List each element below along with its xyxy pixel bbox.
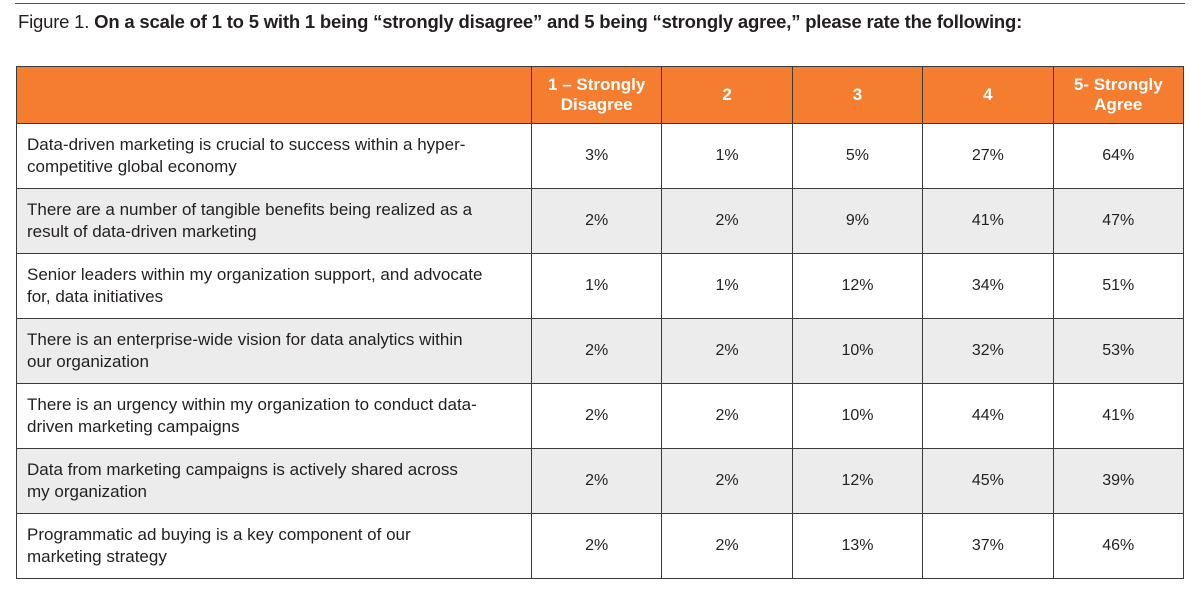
value-cell-rating-2: 2% bbox=[661, 383, 793, 449]
table-row: Data from marketing campaigns is activel… bbox=[16, 448, 1184, 514]
value-cell-rating-1: 2% bbox=[530, 383, 663, 449]
header-cell-2: 2 bbox=[661, 66, 793, 124]
table-body: Data-driven marketing is crucial to succ… bbox=[16, 123, 1184, 579]
header-line: 3 bbox=[852, 85, 863, 104]
header-line: 2 bbox=[722, 85, 732, 104]
value-cell-rating-5: 51% bbox=[1052, 253, 1184, 319]
top-rule bbox=[15, 3, 1185, 4]
value-cell-rating-5: 39% bbox=[1052, 448, 1184, 514]
value-cell-rating-1: 3% bbox=[530, 123, 663, 189]
value-cell-rating-1: 1% bbox=[530, 253, 663, 319]
value-cell-rating-2: 2% bbox=[661, 318, 793, 384]
statement-line: Data-driven marketing is crucial to succ… bbox=[27, 135, 466, 154]
value-cell-rating-3: 13% bbox=[791, 513, 924, 579]
header-line: Agree bbox=[1094, 95, 1143, 114]
statement-cell: There is an enterprise-wide vision for d… bbox=[16, 318, 532, 384]
table-header-row: 1 – Strongly Disagree 2 3 4 5- Strongly … bbox=[16, 66, 1184, 124]
header-line: 4 bbox=[983, 85, 993, 104]
value-cell-rating-4: 44% bbox=[922, 383, 1054, 449]
value-cell-rating-3: 10% bbox=[791, 383, 924, 449]
value-cell-rating-2: 2% bbox=[661, 513, 793, 579]
value-cell-rating-1: 2% bbox=[530, 188, 663, 254]
statement-line: Data from marketing campaigns is activel… bbox=[27, 460, 458, 479]
value-cell-rating-3: 9% bbox=[791, 188, 924, 254]
value-cell-rating-3: 5% bbox=[791, 123, 924, 189]
statement-line: for, data initiatives bbox=[27, 287, 164, 306]
value-cell-rating-5: 46% bbox=[1052, 513, 1184, 579]
header-line: 1 – Strongly bbox=[548, 75, 646, 94]
statement-cell: There are a number of tangible benefits … bbox=[16, 188, 532, 254]
value-cell-rating-2: 1% bbox=[661, 123, 793, 189]
value-cell-rating-4: 32% bbox=[922, 318, 1054, 384]
survey-table: 1 – Strongly Disagree 2 3 4 5- Strongly … bbox=[16, 66, 1184, 579]
statement-line: our organization bbox=[27, 352, 149, 371]
header-cell-4: 4 bbox=[922, 66, 1054, 124]
value-cell-rating-4: 45% bbox=[922, 448, 1054, 514]
table-row: Data-driven marketing is crucial to succ… bbox=[16, 123, 1184, 189]
statement-line: driven marketing campaigns bbox=[27, 417, 240, 436]
header-cell-3: 3 bbox=[791, 66, 924, 124]
figure-question: On a scale of 1 to 5 with 1 being “stron… bbox=[94, 11, 1023, 32]
statement-cell: Programmatic ad buying is a key componen… bbox=[16, 513, 532, 579]
header-cell-5: 5- Strongly Agree bbox=[1052, 66, 1184, 124]
header-cell-1: 1 – Strongly Disagree bbox=[530, 66, 663, 124]
statement-cell: Senior leaders within my organization su… bbox=[16, 253, 532, 319]
statement-line: my organization bbox=[27, 482, 148, 501]
value-cell-rating-1: 2% bbox=[530, 318, 663, 384]
statement-cell: There is an urgency within my organizati… bbox=[16, 383, 532, 449]
statement-line: competitive global economy bbox=[27, 157, 237, 176]
header-cell-statement bbox=[16, 66, 532, 124]
statement-line: There is an urgency within my organizati… bbox=[27, 395, 477, 414]
value-cell-rating-5: 47% bbox=[1052, 188, 1184, 254]
value-cell-rating-4: 27% bbox=[922, 123, 1054, 189]
statement-line: result of data-driven marketing bbox=[27, 222, 257, 241]
table-row: There is an urgency within my organizati… bbox=[16, 383, 1184, 449]
value-cell-rating-1: 2% bbox=[530, 448, 663, 514]
statement-cell: Data-driven marketing is crucial to succ… bbox=[16, 123, 532, 189]
statement-line: Senior leaders within my organization su… bbox=[27, 265, 483, 284]
value-cell-rating-5: 64% bbox=[1052, 123, 1184, 189]
statement-line: There is an enterprise-wide vision for d… bbox=[27, 330, 463, 349]
statement-line: There are a number of tangible benefits … bbox=[27, 200, 473, 219]
header-line: 5- Strongly bbox=[1073, 75, 1163, 94]
value-cell-rating-5: 53% bbox=[1052, 318, 1184, 384]
table-row: There are a number of tangible benefits … bbox=[16, 188, 1184, 254]
statement-line: marketing strategy bbox=[27, 547, 167, 566]
value-cell-rating-5: 41% bbox=[1052, 383, 1184, 449]
header-line: Disagree bbox=[560, 95, 633, 114]
figure-title: Figure 1. On a scale of 1 to 5 with 1 be… bbox=[18, 10, 1188, 34]
value-cell-rating-3: 10% bbox=[791, 318, 924, 384]
value-cell-rating-2: 2% bbox=[661, 448, 793, 514]
table-row: Senior leaders within my organization su… bbox=[16, 253, 1184, 319]
value-cell-rating-2: 1% bbox=[661, 253, 793, 319]
table-row: There is an enterprise-wide vision for d… bbox=[16, 318, 1184, 384]
value-cell-rating-3: 12% bbox=[791, 448, 924, 514]
value-cell-rating-4: 34% bbox=[922, 253, 1054, 319]
value-cell-rating-2: 2% bbox=[661, 188, 793, 254]
value-cell-rating-4: 37% bbox=[922, 513, 1054, 579]
figure-label: Figure 1. bbox=[18, 11, 90, 32]
value-cell-rating-4: 41% bbox=[922, 188, 1054, 254]
value-cell-rating-1: 2% bbox=[530, 513, 663, 579]
table-row: Programmatic ad buying is a key componen… bbox=[16, 513, 1184, 579]
statement-cell: Data from marketing campaigns is activel… bbox=[16, 448, 532, 514]
statement-line: Programmatic ad buying is a key componen… bbox=[27, 525, 411, 544]
value-cell-rating-3: 12% bbox=[791, 253, 924, 319]
